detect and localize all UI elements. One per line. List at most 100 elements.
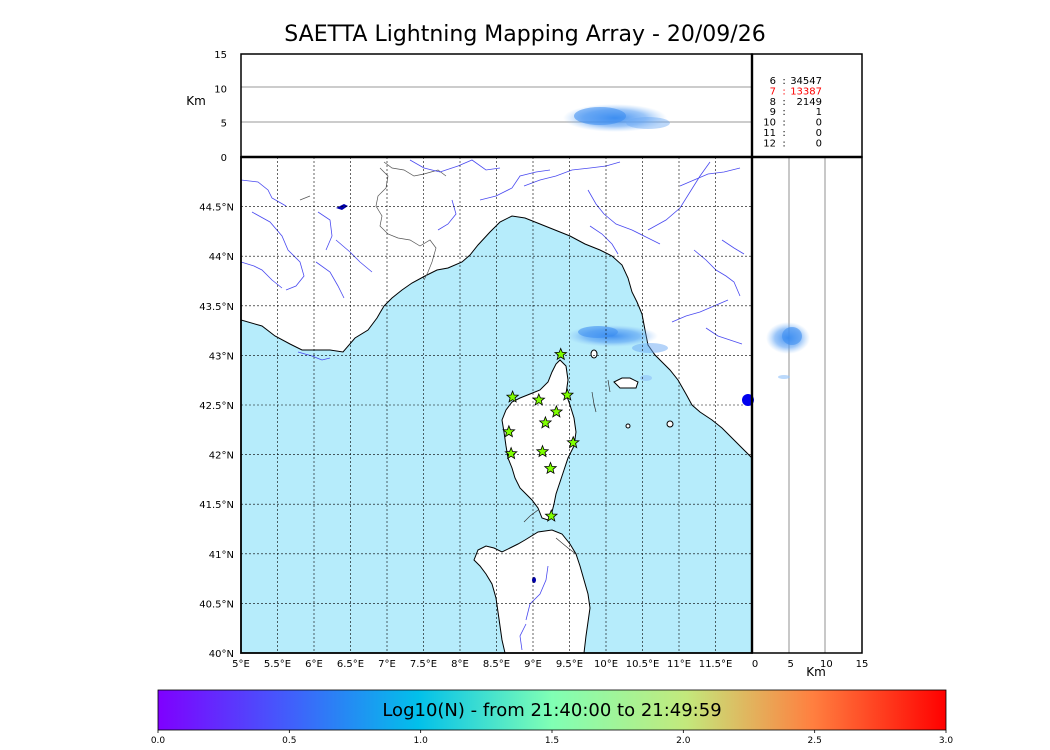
colorbar-tick-label: 0.5 bbox=[282, 736, 296, 746]
side-lightning-cloud bbox=[766, 322, 810, 379]
count-separator: : bbox=[782, 76, 785, 87]
longitude-labels: 5°E 5.5°E 6°E 6.5°E 7°E 7.5°E 8°E 8.5°E 9°E 9.5°E… bbox=[232, 659, 732, 670]
altitude-panel bbox=[240, 53, 753, 158]
side-tick-label: 0 bbox=[752, 659, 758, 670]
montecristo-island bbox=[625, 423, 631, 429]
colorbar-tick-label: 2.5 bbox=[808, 736, 822, 746]
longitude-label: 6.5°E bbox=[337, 659, 364, 670]
station-marker bbox=[560, 387, 575, 401]
altitude-tick-label: 0 bbox=[221, 153, 227, 164]
side-panel bbox=[751, 156, 863, 654]
colorbar-tick-label: 0.0 bbox=[151, 736, 166, 746]
map-panel bbox=[241, 157, 752, 653]
map-grid bbox=[241, 157, 752, 653]
latitude-label: 43°N bbox=[209, 351, 234, 362]
counts-panel bbox=[751, 53, 863, 158]
latitude-label: 40°N bbox=[209, 649, 234, 660]
station-count-row: 11: 0 bbox=[763, 128, 822, 139]
count-label: 8 bbox=[770, 97, 776, 108]
latitude-labels: 40°N 40.5°N 41°N 41.5°N 42°N 42.5°N 43°N 43.5°N… bbox=[199, 203, 234, 660]
station-marker bbox=[538, 415, 553, 429]
colorbar-tick-label: 1.0 bbox=[414, 736, 429, 746]
longitude-label: 11°E bbox=[667, 659, 691, 670]
count-label: 6 bbox=[770, 76, 776, 87]
count-value: 13387 bbox=[790, 86, 822, 97]
station-count-row: 10: 0 bbox=[763, 118, 822, 129]
colorbar-tick-label: 2.0 bbox=[676, 736, 691, 746]
longitude-label: 8°E bbox=[451, 659, 469, 670]
station-marker bbox=[535, 444, 550, 458]
count-label: 9 bbox=[770, 107, 776, 118]
side-tick-label: 5 bbox=[787, 659, 793, 670]
count-label: 12 bbox=[763, 138, 776, 149]
count-separator: : bbox=[782, 86, 785, 97]
latitude-label: 44°N bbox=[209, 252, 234, 263]
rivers bbox=[241, 159, 745, 651]
station-count-row: 8: 2149 bbox=[770, 97, 822, 108]
count-value: 0 bbox=[816, 138, 822, 149]
longitude-label: 7°E bbox=[378, 659, 396, 670]
latitude-label: 41.5°N bbox=[199, 500, 234, 511]
altitude-tick-label: 5 bbox=[221, 119, 227, 130]
station-marker bbox=[566, 435, 580, 449]
latitude-label: 43.5°N bbox=[199, 302, 234, 313]
longitude-label: 10.5°E bbox=[626, 659, 660, 670]
capraia-island bbox=[590, 349, 598, 359]
longitude-label: 11.5°E bbox=[699, 659, 733, 670]
count-value: 1 bbox=[816, 107, 822, 118]
elba-island bbox=[613, 377, 639, 389]
longitude-label: 10°E bbox=[594, 659, 618, 670]
station-marker bbox=[532, 392, 546, 406]
corsica-island bbox=[501, 359, 577, 521]
figure-title: SAETTA Lightning Mapping Array - 20/09/2… bbox=[284, 22, 766, 47]
count-value: 0 bbox=[816, 118, 822, 129]
sardinia-island bbox=[473, 529, 591, 653]
count-label: 7 bbox=[770, 86, 776, 97]
count-label: 10 bbox=[763, 118, 776, 129]
latitude-label: 44.5°N bbox=[199, 203, 234, 214]
side-tick-label: 15 bbox=[856, 659, 869, 670]
side-tick-label: 10 bbox=[820, 659, 833, 670]
colorbar-tick-label: 3.0 bbox=[939, 736, 954, 746]
latitude-label: 40.5°N bbox=[199, 599, 234, 610]
longitude-label: 8.5°E bbox=[483, 659, 510, 670]
station-marker bbox=[543, 461, 558, 475]
station-count-row: 7:13387 bbox=[770, 86, 822, 97]
station-marker bbox=[549, 404, 564, 418]
island-features bbox=[523, 379, 611, 555]
side-ticks: 0 5 10 15 bbox=[752, 659, 869, 670]
coastal-lake bbox=[532, 577, 536, 583]
count-separator: : bbox=[782, 118, 785, 129]
lake bbox=[336, 204, 348, 210]
station-marker bbox=[544, 509, 559, 522]
colorbar-ticks: 0.0 0.5 1.0 1.5 2.0 2.5 3.0 bbox=[151, 730, 954, 746]
count-label: 11 bbox=[763, 128, 776, 139]
giglio-island bbox=[666, 420, 674, 428]
station-marker bbox=[502, 424, 516, 438]
altitude-axis-label: Km bbox=[186, 94, 206, 108]
count-separator: : bbox=[782, 97, 785, 108]
station-marker bbox=[553, 347, 568, 361]
count-value: 34547 bbox=[790, 76, 822, 87]
longitude-label: 7.5°E bbox=[410, 659, 437, 670]
country-borders bbox=[299, 161, 447, 281]
altitude-tick-label: 10 bbox=[214, 84, 227, 95]
colorbar-tick-label: 1.5 bbox=[545, 736, 559, 746]
station-count-row: 9: 1 bbox=[770, 107, 822, 118]
latitude-label: 42°N bbox=[209, 451, 234, 462]
longitude-label: 5.5°E bbox=[264, 659, 291, 670]
count-separator: : bbox=[782, 128, 785, 139]
altitude-tick-label: 15 bbox=[214, 50, 227, 61]
side-axis-label: Km bbox=[806, 665, 826, 679]
longitude-label: 5°E bbox=[232, 659, 250, 670]
longitude-label: 9°E bbox=[524, 659, 542, 670]
count-separator: : bbox=[782, 107, 785, 118]
station-marker bbox=[505, 390, 520, 403]
colorbar bbox=[157, 689, 947, 731]
count-value: 2149 bbox=[797, 97, 822, 108]
latitude-label: 41°N bbox=[209, 550, 234, 561]
station-count-row: 12: 0 bbox=[763, 138, 822, 149]
longitude-label: 9.5°E bbox=[556, 659, 583, 670]
station-count-row: 6:34547 bbox=[770, 76, 822, 87]
